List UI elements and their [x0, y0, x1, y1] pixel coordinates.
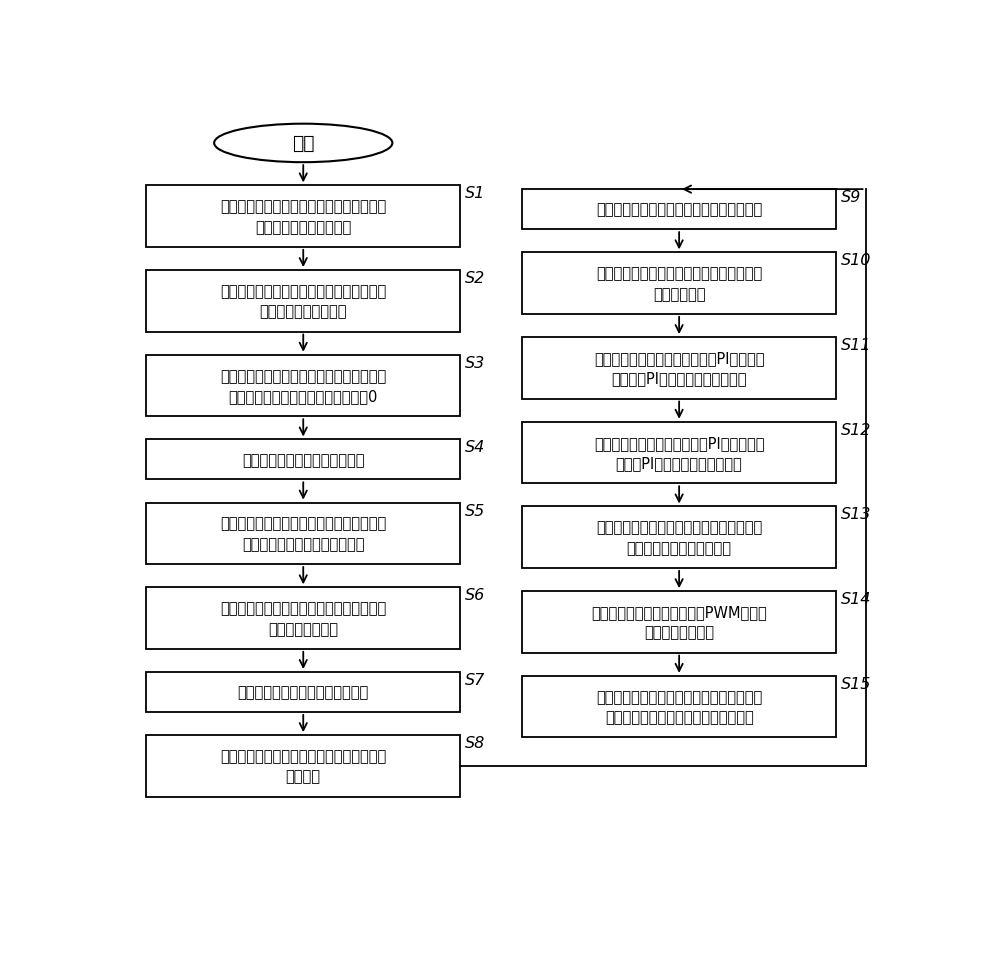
Bar	[146, 673, 460, 712]
Text: 将所述驱动信号输入整流器进行整流，根据
整流结果控制所述永磁同步电机的转速: 将所述驱动信号输入整流器进行整流，根据 整流结果控制所述永磁同步电机的转速	[596, 689, 762, 725]
Bar	[522, 253, 836, 314]
Text: 根据所述实际转矩电流值和所述转矩电流给
定值构建目标函数: 根据所述实际转矩电流值和所述转矩电流给 定值构建目标函数	[220, 601, 386, 636]
Ellipse shape	[214, 125, 392, 163]
Text: S12: S12	[841, 422, 871, 437]
Bar	[146, 356, 460, 417]
Bar	[146, 735, 460, 797]
Bar	[146, 503, 460, 564]
Text: S2: S2	[465, 271, 485, 285]
Text: 根据实际励磁电流值和励磁电流给定值，得
到励磁电流差: 根据实际励磁电流值和励磁电流给定值，得 到励磁电流差	[596, 266, 762, 302]
Bar	[522, 190, 836, 230]
Bar	[522, 337, 836, 399]
Bar	[522, 677, 836, 738]
Text: S1: S1	[465, 186, 485, 201]
Text: 根据识别出的参数，得到所述目标函数的值: 根据识别出的参数，得到所述目标函数的值	[596, 203, 762, 217]
Text: 将所述最佳角速度给定值与所述实际角速度
作差，得到角速度差值: 将所述最佳角速度给定值与所述实际角速度 作差，得到角速度差值	[220, 283, 386, 319]
Text: 对所述实际电流值进行坐标系转换，得到实
际励磁电流值和实际转矩电流值: 对所述实际电流值进行坐标系转换，得到实 际励磁电流值和实际转矩电流值	[220, 516, 386, 552]
Text: S6: S6	[465, 587, 485, 603]
Text: S10: S10	[841, 253, 871, 268]
Text: 获取永磁同步电机的最佳角速度给定值和永
磁同步电机的实际角速度: 获取永磁同步电机的最佳角速度给定值和永 磁同步电机的实际角速度	[220, 199, 386, 234]
Text: 获取永磁同步电机的实际电流值: 获取永磁同步电机的实际电流值	[242, 453, 364, 467]
Text: 将对所述目标函数的值输入第一PI控制器，
进行第一PI控制，得到转矩电压值: 将对所述目标函数的值输入第一PI控制器， 进行第一PI控制，得到转矩电压值	[594, 351, 764, 386]
Text: S3: S3	[465, 356, 485, 370]
Text: 引用哈里斯鹰优化算法对所述要辨识的参数
进行识别: 引用哈里斯鹰优化算法对所述要辨识的参数 进行识别	[220, 749, 386, 784]
Text: 对所述转矩电压值和所述励磁电压值进行坐
标系转换，得到输出电压值: 对所述转矩电压值和所述励磁电压值进行坐 标系转换，得到输出电压值	[596, 520, 762, 555]
Text: S4: S4	[465, 440, 485, 455]
Text: 对将所述励磁电流差输入第二PI控制器，进
行第二PI控制，得到励磁电压值: 对将所述励磁电流差输入第二PI控制器，进 行第二PI控制，得到励磁电压值	[594, 435, 764, 471]
Text: 开始: 开始	[292, 135, 314, 153]
Text: S13: S13	[841, 506, 871, 522]
Text: 将对所述输出电压值进行输入PWM调制模
块，生成驱动信号: 将对所述输出电压值进行输入PWM调制模 块，生成驱动信号	[591, 604, 767, 640]
Text: 根据所述目标函数构建适应度函数: 根据所述目标函数构建适应度函数	[238, 685, 369, 700]
Bar	[146, 271, 460, 333]
Bar	[146, 440, 460, 480]
Bar	[146, 587, 460, 649]
Text: S14: S14	[841, 591, 871, 606]
Text: S9: S9	[841, 190, 861, 205]
Bar	[522, 422, 836, 483]
Text: S5: S5	[465, 503, 485, 518]
Text: S7: S7	[465, 673, 485, 687]
Text: 根据所述角速度差值得到转矩电流给定值的
计算公式，以使所述角速度差值趋于0: 根据所述角速度差值得到转矩电流给定值的 计算公式，以使所述角速度差值趋于0	[220, 368, 386, 404]
Bar	[522, 506, 836, 568]
Text: S8: S8	[465, 735, 485, 751]
Text: S11: S11	[841, 337, 871, 353]
Bar	[522, 591, 836, 653]
Text: S15: S15	[841, 677, 871, 691]
Bar	[146, 186, 460, 248]
